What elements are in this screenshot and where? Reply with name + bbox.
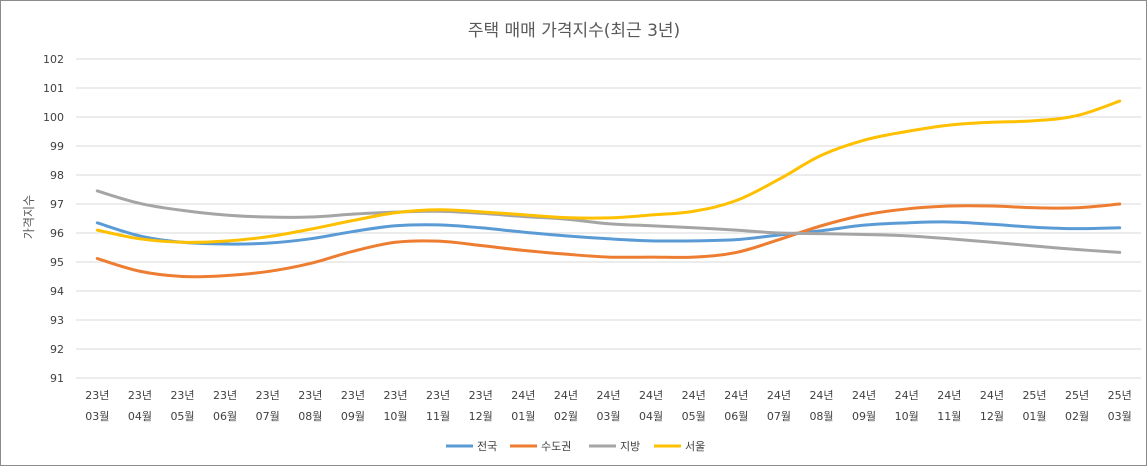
x-tick-label-year: 24년 (554, 389, 578, 402)
x-tick-label-month: 10월 (895, 410, 919, 423)
legend-label: 전국 (477, 440, 497, 453)
series-line-서울 (95, 99, 1122, 244)
y-tick-label: 93 (50, 314, 64, 327)
x-tick-label-year: 23년 (85, 389, 109, 402)
y-tick-label: 98 (50, 169, 64, 182)
x-tick-label-month: 08월 (809, 410, 833, 423)
x-tick-label-year: 25년 (1022, 389, 1046, 402)
x-tick-label-year: 24년 (724, 389, 748, 402)
x-tick-label-month: 11월 (426, 410, 450, 423)
legend: 전국 수도권 지방 서울 (446, 440, 705, 453)
x-tick-label-month: 07월 (767, 410, 791, 423)
x-tick-label-year: 23년 (256, 389, 280, 402)
x-tick-label-month: 09월 (852, 410, 876, 423)
x-tick-label-month: 01월 (511, 410, 535, 423)
legend-label: 수도권 (541, 440, 571, 453)
x-tick-label-year: 24년 (511, 389, 535, 402)
x-tick-label-year: 24년 (937, 389, 961, 402)
y-tick-label: 97 (50, 198, 64, 211)
x-tick-label-month: 06월 (213, 410, 237, 423)
x-tick-label-month: 09월 (341, 410, 365, 423)
series-lines (95, 99, 1122, 279)
x-tick-label-month: 05월 (170, 410, 194, 423)
series-line-전국 (95, 220, 1122, 246)
legend-label: 지방 (620, 440, 640, 453)
x-tick-label-year: 23년 (213, 389, 237, 402)
x-tick-label-year: 24년 (767, 389, 791, 402)
x-tick-label-year: 25년 (1108, 389, 1132, 402)
gridlines (76, 58, 1141, 379)
x-tick-label-year: 24년 (596, 389, 620, 402)
x-tick-label-year: 23년 (469, 389, 493, 402)
x-tick-label-year: 23년 (298, 389, 322, 402)
x-tick-label-month: 10월 (383, 410, 407, 423)
x-tick-label-month: 04월 (639, 410, 663, 423)
x-tick-label-month: 03월 (1108, 410, 1132, 423)
x-tick-label-year: 23년 (128, 389, 152, 402)
x-tick-label-month: 03월 (85, 410, 109, 423)
x-tick-label-month: 03월 (596, 410, 620, 423)
y-tick-label: 102 (43, 53, 64, 66)
y-tick-label: 95 (50, 256, 64, 269)
y-tick-label: 94 (50, 285, 64, 298)
legend-label: 서울 (685, 440, 705, 453)
y-axis-label: 가격지수 (22, 195, 36, 239)
y-tick-label: 96 (50, 227, 64, 240)
series-line-지방 (95, 189, 1122, 254)
x-tick-label-month: 05월 (682, 410, 706, 423)
x-tick-label-year: 25년 (1065, 389, 1089, 402)
x-tick-label-month: 12월 (469, 410, 493, 423)
x-tick-label-year: 23년 (383, 389, 407, 402)
x-tick-label-month: 08월 (298, 410, 322, 423)
x-tick-label-year: 24년 (852, 389, 876, 402)
x-tick-label-month: 01월 (1022, 410, 1046, 423)
x-tick-label-month: 07월 (256, 410, 280, 423)
chart-title: 주택 매매 가격지수(최근 3년) (468, 21, 680, 41)
y-tick-label: 100 (43, 111, 64, 124)
x-tick-label-year: 24년 (639, 389, 663, 402)
x-tick-label-month: 06월 (724, 410, 748, 423)
y-tick-label: 99 (50, 140, 64, 153)
x-tick-label-year: 23년 (426, 389, 450, 402)
x-tick-label-year: 23년 (341, 389, 365, 402)
series-line-수도권 (95, 202, 1122, 279)
y-tick-label: 91 (50, 372, 64, 385)
x-axis-ticks: 23년 03월 23년 04월 23년 05월 23년 06월 23년 07월 23년 08월 23년 0… (85, 389, 1132, 423)
x-tick-label-month: 12월 (980, 410, 1004, 423)
y-tick-label: 92 (50, 343, 64, 356)
y-tick-label: 101 (43, 82, 64, 95)
x-tick-label-year: 24년 (980, 389, 1004, 402)
y-axis-ticks: 91 92 93 94 95 96 97 98 99 100 101 102 (43, 53, 64, 385)
x-tick-label-month: 02월 (554, 410, 578, 423)
x-tick-label-year: 24년 (682, 389, 706, 402)
x-tick-label-month: 11월 (937, 410, 961, 423)
x-tick-label-month: 04월 (128, 410, 152, 423)
x-tick-label-year: 23년 (170, 389, 194, 402)
x-tick-label-year: 24년 (809, 389, 833, 402)
x-tick-label-month: 02월 (1065, 410, 1089, 423)
x-tick-label-year: 24년 (895, 389, 919, 402)
